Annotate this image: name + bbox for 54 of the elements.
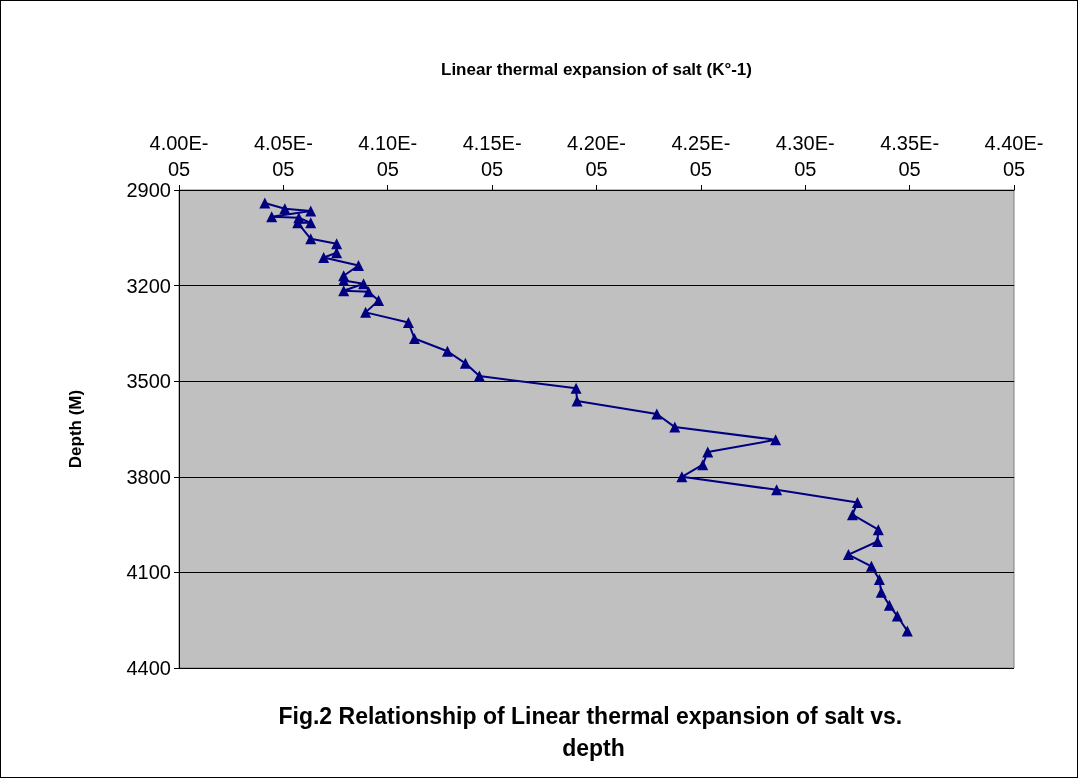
point [279,203,291,215]
y-tick-label: 4100 [126,561,171,584]
point [408,333,420,344]
y-tick-label: 2900 [126,179,171,201]
x-tick-label: 4.25E-05 [671,132,731,180]
point [875,586,887,598]
point [402,317,414,329]
point [771,484,783,496]
point [459,357,471,369]
y-tick-label: 3500 [126,370,171,393]
point [266,211,278,223]
x-tick-label: 4.10E-05 [358,132,418,180]
point [305,217,317,229]
x-tick-label: 4.15E-05 [462,132,522,180]
point [770,434,782,446]
point [702,446,714,458]
point [891,610,903,622]
x-axis-title: Linear thermal expansion of salt (K°-1) [441,60,752,79]
x-tick-label: 4.20E-05 [567,132,626,180]
point [883,599,895,611]
y-tick-label: 3200 [126,274,171,297]
point [697,459,709,471]
x-tick-label: 4.05E-05 [253,132,313,180]
y-tick-label: 3800 [126,465,171,488]
point [570,382,582,394]
x-tick-label: 4.35E-05 [880,132,940,180]
point [305,233,317,245]
x-tick-label: 4.00E-05 [149,132,209,180]
point [353,260,365,272]
point [571,395,583,407]
point [373,295,385,307]
point [865,560,877,572]
x-tick-label: 4.40E-05 [984,132,1044,180]
point [360,306,372,318]
point [318,252,330,264]
point [851,497,863,509]
text: Fig.2 Relationship of Linear thermal expansion of salt vs. depth [278,703,909,761]
point [305,205,317,217]
point [473,370,485,382]
y-axis-title: Depth (M) [66,389,85,469]
point [846,509,858,521]
point [441,345,453,357]
point [259,197,271,209]
point [669,421,681,433]
point [873,573,885,585]
point [363,286,375,298]
point [901,625,913,637]
point [842,549,854,561]
point [651,408,663,420]
y-tick-label: 4400 [126,657,171,679]
point [872,524,884,536]
x-tick-label: 4.30E-05 [775,132,835,180]
point [676,471,688,483]
point [338,285,350,297]
